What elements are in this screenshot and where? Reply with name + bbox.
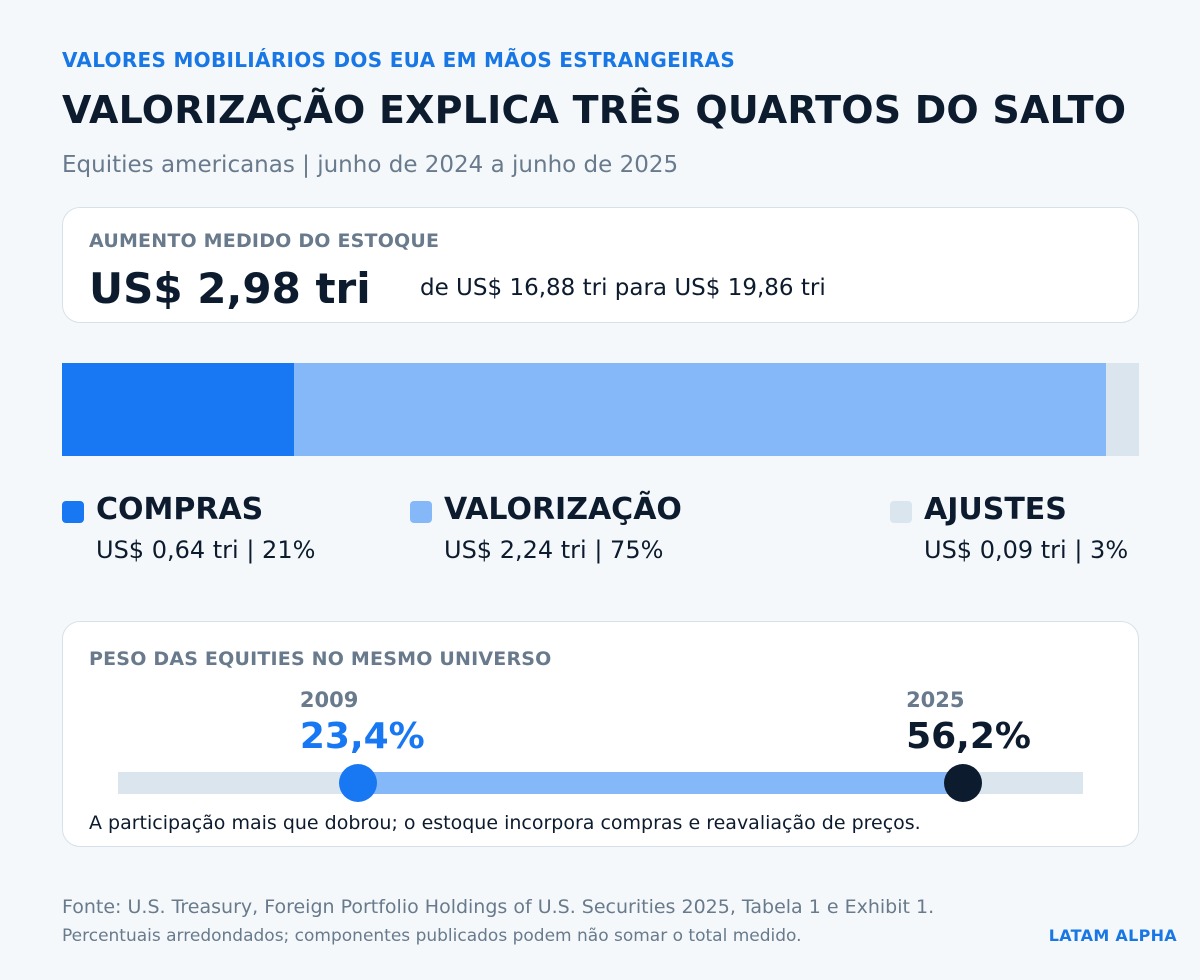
legend-value-valorizacao: US$ 2,24 tri | 75% [444,536,664,564]
bar-segment-valorizacao [294,363,1106,456]
equity-share-card: PESO DAS EQUITIES NO MESMO UNIVERSO 2009… [62,621,1139,847]
bar-segment-ajustes [1106,363,1139,456]
share-point-2009 [338,764,377,802]
share-point-2025 [944,764,983,802]
year-label-2009: 2009 [299,688,359,712]
value-label-2025: 56,2% [906,716,1031,757]
legend-swatch-compras [62,501,84,523]
share-note: A participação mais que dobrou; o estoqu… [89,812,921,834]
summary-value: US$ 2,98 tri [89,264,371,313]
legend-swatch-ajustes [890,501,912,523]
legend-swatch-valorizacao [410,501,432,523]
legend-value-compras: US$ 0,64 tri | 21% [96,536,316,564]
summary-label: AUMENTO MEDIDO DO ESTOQUE [89,230,440,252]
stacked-bar [62,363,1139,456]
legend-name-valorizacao: VALORIZAÇÃO [444,492,682,527]
legend-name-compras: COMPRAS [96,492,264,527]
chart-subtitle: Equities americanas | junho de 2024 a ju… [62,152,679,178]
source-note: Percentuais arredondados; componentes pu… [62,926,802,946]
summary-card: AUMENTO MEDIDO DO ESTOQUE US$ 2,98 tri d… [62,207,1139,323]
equity-share-title: PESO DAS EQUITIES NO MESMO UNIVERSO [89,648,552,670]
share-range-fill [357,772,964,794]
chart-title: VALORIZAÇÃO EXPLICA TRÊS QUARTOS DO SALT… [62,88,1127,132]
value-label-2009: 23,4% [299,716,425,757]
legend-name-ajustes: AJUSTES [924,492,1067,527]
chart-kicker: VALORES MOBILIÁRIOS DOS EUA EM MÃOS ESTR… [62,48,736,72]
year-label-2025: 2025 [906,688,965,712]
legend-value-ajustes: US$ 0,09 tri | 3% [924,536,1129,564]
summary-range: de US$ 16,88 tri para US$ 19,86 tri [420,275,826,301]
source-text: Fonte: U.S. Treasury, Foreign Portfolio … [62,896,935,918]
brand-logo-text: LATAM ALPHA [1048,926,1177,945]
bar-segment-compras [62,363,294,456]
